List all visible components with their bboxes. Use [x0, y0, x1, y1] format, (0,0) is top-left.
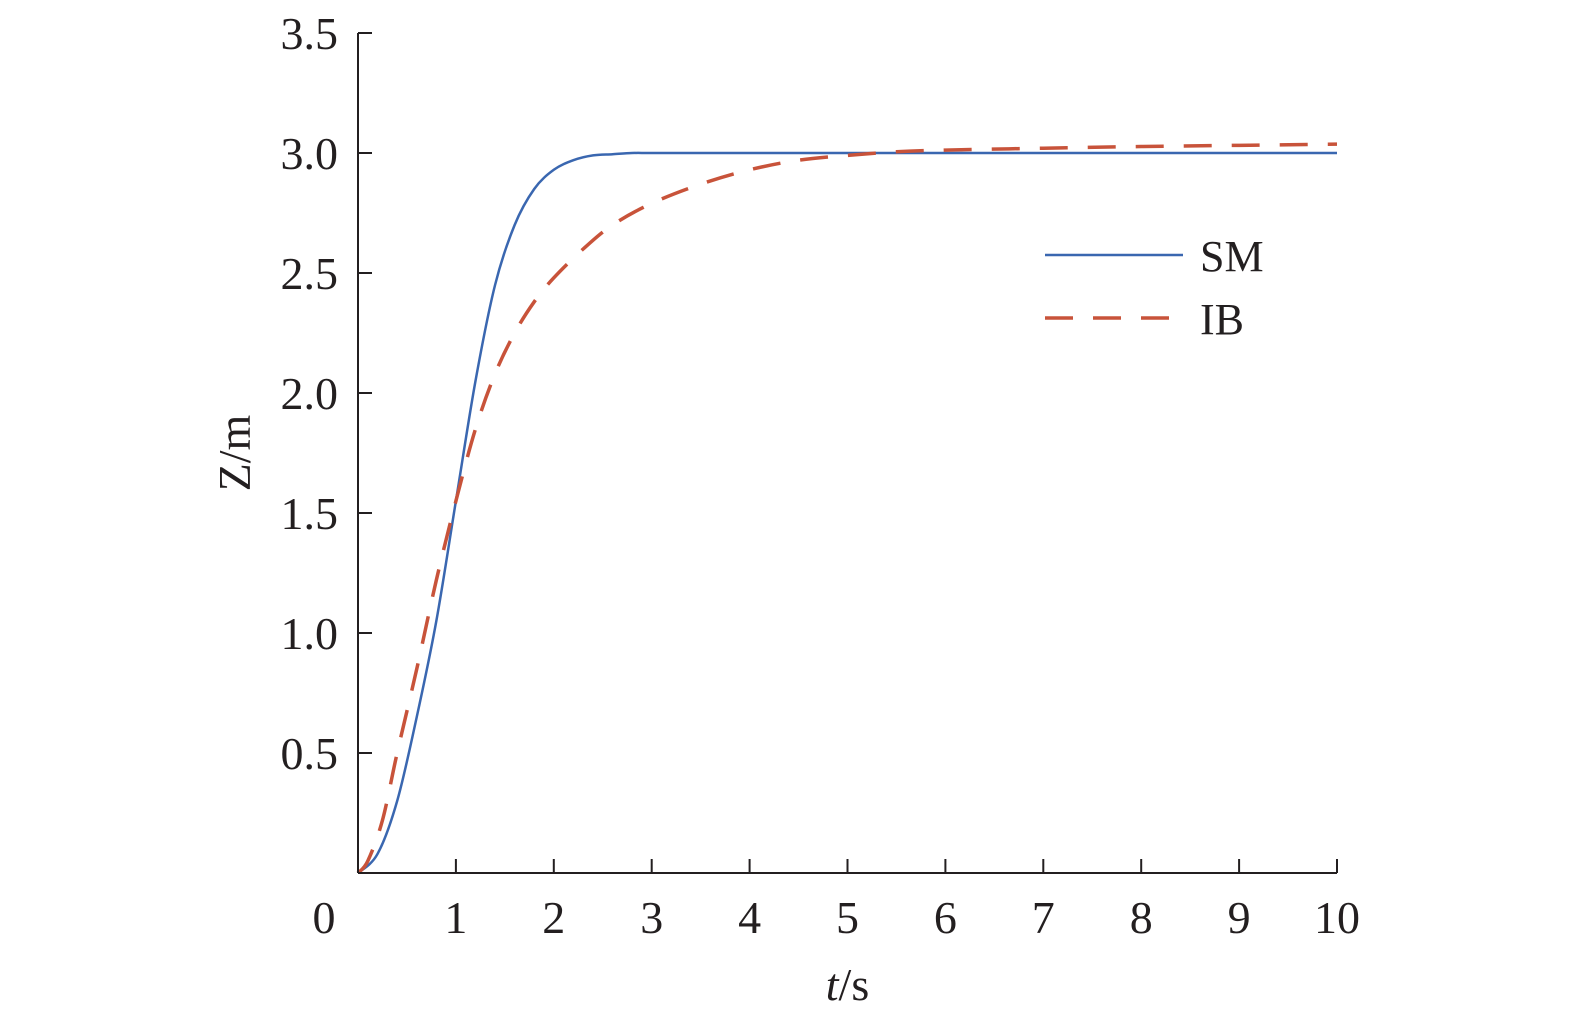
x-tick-label: 5 [836, 892, 859, 943]
y-tick-label: 1.5 [281, 488, 339, 539]
legend-label-sm: SM [1200, 232, 1264, 281]
series-line-sm [357, 151, 1337, 874]
y-tick-label: 0.5 [281, 728, 339, 779]
x-axis-label-variable: t [826, 959, 840, 1010]
x-axis-label: t/s [826, 959, 869, 1010]
x-tick-label: 4 [738, 892, 761, 943]
y-tick-label: 2.5 [281, 248, 339, 299]
x-tick-label: 7 [1032, 892, 1055, 943]
x-tick-label: 6 [934, 892, 957, 943]
x-tick-label: 3 [640, 892, 663, 943]
y-axis-label: Z/m [209, 414, 260, 491]
x-tick-label: 2 [542, 892, 565, 943]
x-tick-label: 10 [1314, 892, 1360, 943]
series-lines [356, 142, 1338, 875]
y-tick-label: 3.5 [281, 8, 339, 59]
y-tick-label: 3.0 [281, 128, 339, 179]
x-tick-label: 9 [1228, 892, 1251, 943]
legend: SM IB [1045, 232, 1264, 344]
x-tick-label: 8 [1130, 892, 1153, 943]
x-axis-label-unit: /s [839, 959, 870, 1010]
legend-label-ib: IB [1200, 295, 1244, 344]
x-tick-label: 1 [444, 892, 467, 943]
y-tick-label: 1.0 [281, 608, 339, 659]
series-line-ib [356, 142, 1338, 875]
y-axis-ticks: 0.5 1.0 1.5 2.0 2.5 3.0 3.5 [281, 8, 372, 779]
y-tick-label: 2.0 [281, 368, 339, 419]
x-axis-ticks: 0 1 2 3 4 5 6 7 8 9 10 [313, 859, 1360, 943]
x-tick-label: 0 [313, 892, 336, 943]
